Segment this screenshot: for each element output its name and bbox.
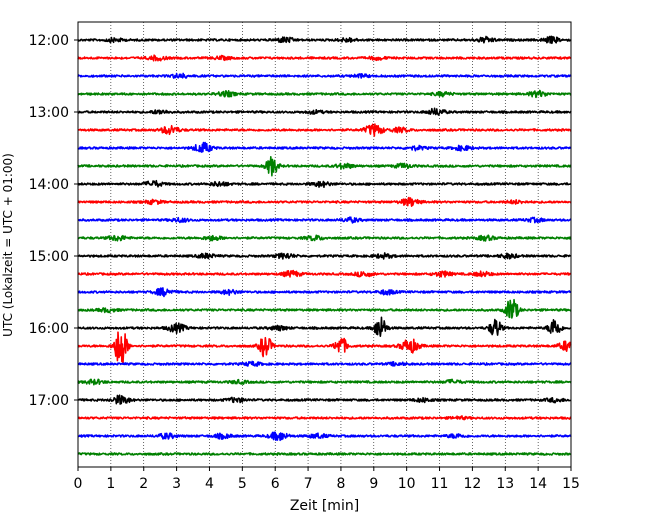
trace-row xyxy=(77,156,572,177)
x-tick-label: 9 xyxy=(369,476,378,492)
trace-row xyxy=(77,252,572,260)
trace-row xyxy=(77,287,572,298)
y-tick-label: 15:00 xyxy=(29,249,69,265)
trace-row xyxy=(77,378,572,386)
x-tick-label: 5 xyxy=(238,476,247,492)
plot-frame xyxy=(77,21,572,468)
trace-row xyxy=(77,107,572,116)
x-tick-label: 4 xyxy=(205,476,214,492)
x-tick-label: 7 xyxy=(304,476,313,492)
trace-row xyxy=(77,234,572,242)
trace-row xyxy=(77,415,572,421)
trace-row xyxy=(77,72,572,79)
x-tick-label: 10 xyxy=(398,476,416,492)
trace-row xyxy=(77,141,572,153)
trace-row xyxy=(77,35,572,45)
x-tick-label: 2 xyxy=(139,476,148,492)
trace-row xyxy=(77,452,572,456)
trace-row xyxy=(77,316,572,337)
trace-row xyxy=(77,216,572,224)
x-tick-label: 11 xyxy=(431,476,449,492)
x-tick-label: 6 xyxy=(271,476,280,492)
trace-row xyxy=(77,394,572,405)
x-tick-label: 12 xyxy=(463,476,481,492)
trace-row xyxy=(77,196,572,207)
trace-row xyxy=(77,89,572,99)
x-tick-label: 3 xyxy=(172,476,181,492)
y-tick-label: 16:00 xyxy=(29,321,69,337)
trace-row xyxy=(77,298,572,319)
y-axis-ticks: 12:00 13:00 14:00 15:00 16:00 17:00 xyxy=(29,33,78,409)
y-tick-label: 17:00 xyxy=(29,393,69,409)
x-tick-label: 8 xyxy=(336,476,345,492)
trace-row xyxy=(77,269,572,278)
y-tick-label: 12:00 xyxy=(29,33,69,49)
y-tick-label: 13:00 xyxy=(29,105,69,121)
trace-rows xyxy=(77,35,572,456)
trace-row xyxy=(77,179,572,189)
trace-row xyxy=(77,360,572,367)
x-axis-label: Zeit [min] xyxy=(290,498,359,514)
x-tick-label: 13 xyxy=(496,476,514,492)
y-axis-label: UTC (Lokalzeit = UTC + 01:00) xyxy=(1,153,15,337)
trace-row xyxy=(77,123,572,137)
trace-row xyxy=(77,331,572,366)
x-tick-label: 15 xyxy=(562,476,580,492)
trace-row xyxy=(77,54,572,62)
x-tick-label: 0 xyxy=(74,476,83,492)
grid-lines xyxy=(110,22,539,467)
y-tick-label: 14:00 xyxy=(29,177,69,193)
trace-row xyxy=(77,431,572,442)
x-tick-label: 1 xyxy=(106,476,115,492)
x-axis-ticks: 0 1 2 3 4 5 6 7 8 9 10 11 12 13 14 15 xyxy=(74,467,580,492)
x-tick-label: 14 xyxy=(529,476,547,492)
